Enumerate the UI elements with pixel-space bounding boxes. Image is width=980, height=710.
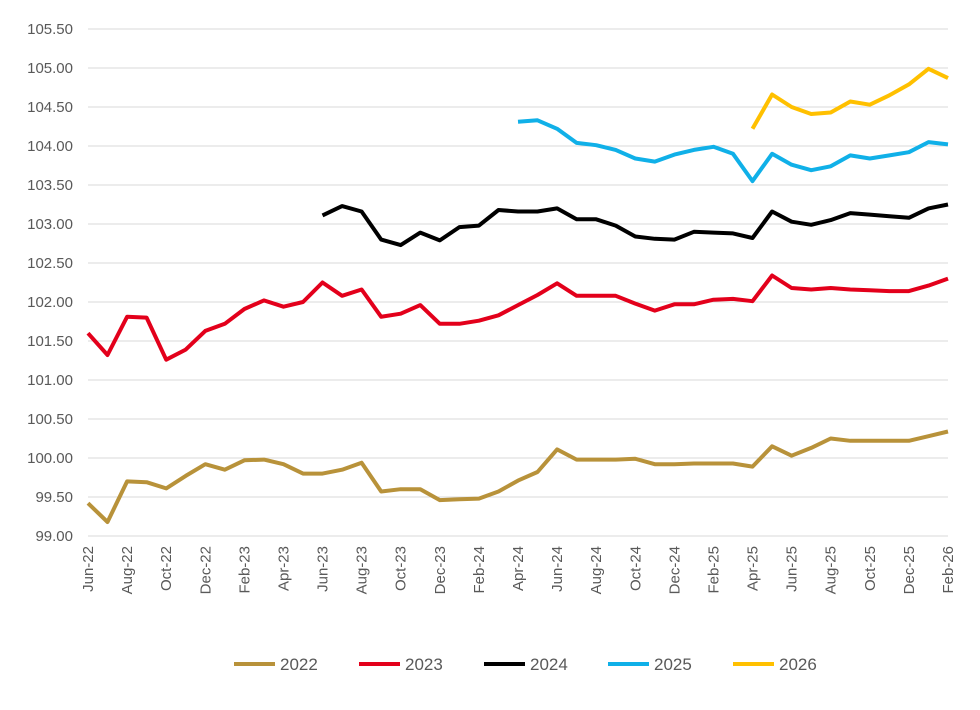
legend-label: 2026 (779, 655, 817, 674)
x-tick-label: Jun-23 (315, 546, 332, 592)
x-tick-label: Dec-22 (197, 546, 214, 594)
y-tick-label: 105.50 (27, 21, 73, 38)
y-tick-label: 103.50 (27, 177, 73, 194)
y-tick-label: 99.00 (35, 528, 73, 545)
x-tick-label: Dec-23 (432, 546, 449, 594)
x-tick-label: Apr-24 (510, 546, 527, 591)
x-tick-label: Oct-24 (627, 546, 644, 591)
legend-item-2025: 2025 (608, 655, 692, 674)
x-tick-label: Apr-25 (745, 546, 762, 591)
y-tick-label: 100.00 (27, 450, 73, 467)
y-tick-label: 102.00 (27, 294, 73, 311)
y-tick-label: 99.50 (35, 489, 73, 506)
x-tick-label: Oct-23 (393, 546, 410, 591)
series-line-2023 (86, 273, 949, 362)
legend-item-2022: 2022 (234, 655, 318, 674)
x-tick-label: Aug-25 (823, 546, 840, 594)
legend-item-2024: 2024 (484, 655, 568, 674)
x-tick-label: Dec-25 (901, 546, 918, 594)
y-tick-label: 104.50 (27, 99, 73, 116)
series-line-2026 (750, 66, 949, 130)
x-tick-label: Dec-24 (666, 546, 683, 594)
legend-item-2023: 2023 (359, 655, 443, 674)
y-tick-label: 103.00 (27, 216, 73, 233)
x-tick-label: Aug-22 (119, 546, 136, 594)
x-tick-label: Feb-23 (236, 546, 253, 594)
x-axis-tick-labels: Jun-22 Aug-22 Oct-22 Dec-22 Feb-23 Apr-23 Jun-… (80, 546, 957, 594)
x-tick-label: Jun-25 (784, 546, 801, 592)
x-tick-label: Feb-24 (471, 546, 488, 594)
x-tick-label: Apr-23 (275, 546, 292, 591)
legend-label: 2022 (280, 655, 318, 674)
legend-label: 2024 (530, 655, 568, 674)
y-tick-label: 100.50 (27, 411, 73, 428)
y-tick-label: 101.00 (27, 372, 73, 389)
y-tick-label: 105.00 (27, 60, 73, 77)
series-line-2022 (86, 429, 949, 524)
series-line-2024 (321, 202, 949, 248)
y-tick-label: 101.50 (27, 333, 73, 350)
x-tick-label: Feb-26 (940, 546, 957, 594)
legend-item-2026: 2026 (733, 655, 817, 674)
x-tick-label: Aug-24 (588, 546, 605, 594)
x-tick-label: Jun-24 (549, 546, 566, 592)
y-axis-tick-labels: 99.00 99.50 100.00 100.50 101.00 101.50 102.00… (27, 21, 73, 545)
x-tick-label: Oct-25 (862, 546, 879, 591)
x-tick-label: Aug-23 (354, 546, 371, 594)
x-tick-label: Oct-22 (158, 546, 175, 591)
legend-label: 2023 (405, 655, 443, 674)
y-tick-label: 102.50 (27, 255, 73, 272)
series-line-2025 (517, 118, 949, 184)
x-tick-label: Feb-25 (705, 546, 722, 594)
series-lines (86, 66, 949, 524)
legend: 2022 2023 2024 2025 2026 (234, 655, 817, 674)
y-tick-label: 104.00 (27, 138, 73, 155)
x-tick-label: Jun-22 (80, 546, 97, 592)
legend-label: 2025 (654, 655, 692, 674)
gridlines (88, 28, 948, 537)
